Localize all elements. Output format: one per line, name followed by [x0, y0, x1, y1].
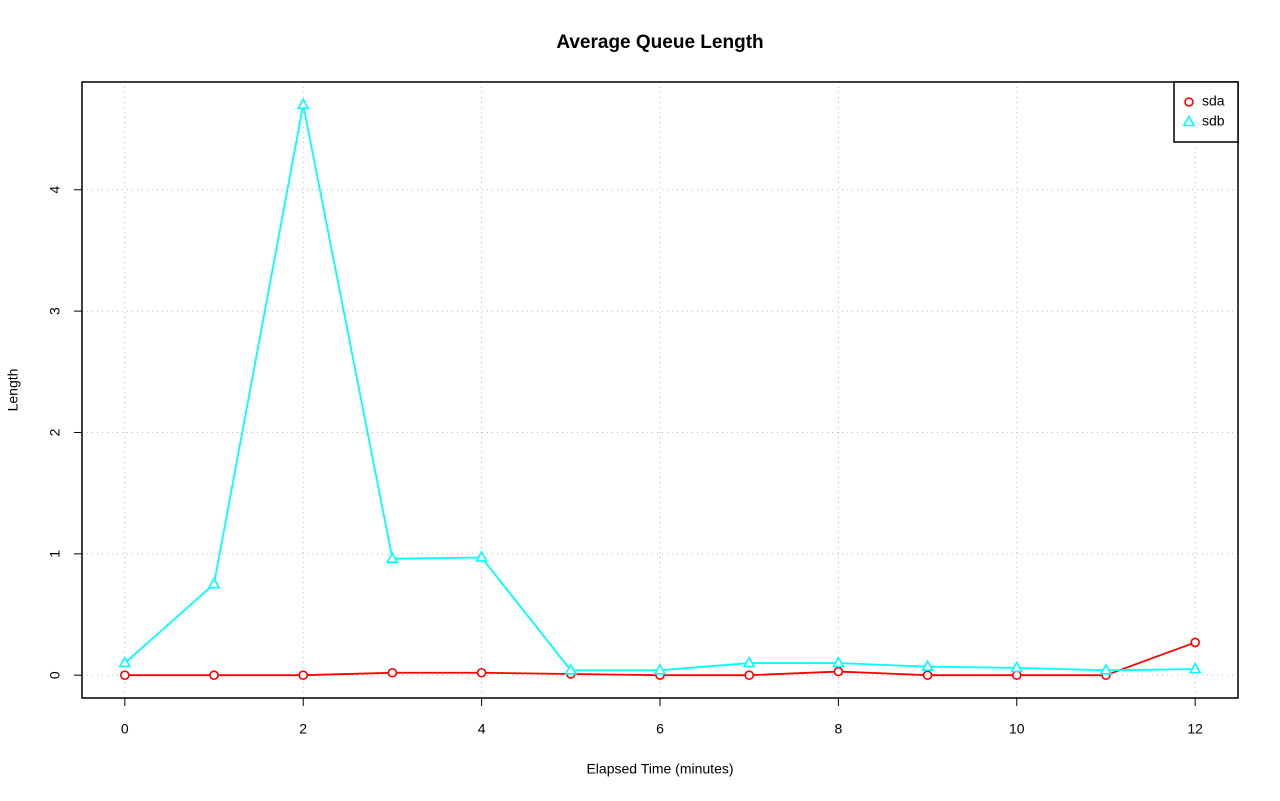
- marker: [298, 670, 309, 680]
- y-tick-label: 2: [47, 428, 63, 436]
- legend-label: sda: [1202, 93, 1225, 109]
- x-tick-label: 0: [121, 721, 129, 737]
- marker: [1188, 661, 1202, 674]
- marker: [922, 670, 933, 680]
- marker: [742, 655, 756, 668]
- marker: [1099, 663, 1113, 675]
- marker: [1010, 660, 1024, 673]
- y-tick-label: 1: [47, 550, 63, 558]
- marker: [475, 550, 488, 562]
- marker: [564, 663, 578, 675]
- legend-box: [1173, 81, 1239, 143]
- marker: [209, 670, 219, 680]
- x-tick-label: 10: [1009, 721, 1025, 737]
- legend-marker: [1184, 97, 1194, 107]
- x-tick-label: 2: [299, 721, 307, 737]
- legend: sda sdb: [1173, 81, 1239, 143]
- x-tick-label: 4: [478, 721, 486, 737]
- plot-frame: [81, 81, 1239, 699]
- x-axis-label: Elapsed Time (minutes): [586, 761, 733, 777]
- marker: [118, 655, 132, 668]
- x-tick-label: 12: [1187, 721, 1203, 737]
- marker: [296, 97, 310, 110]
- y-tick-label: 0: [47, 671, 63, 679]
- marker: [921, 659, 934, 671]
- chart-title: Average Queue Length: [556, 32, 763, 53]
- y-axis-label: Length: [5, 369, 21, 412]
- marker: [207, 577, 221, 589]
- legend-label: sdb: [1202, 113, 1225, 129]
- x-tick-label: 6: [656, 721, 664, 737]
- marker: [1011, 670, 1022, 680]
- marker: [386, 551, 399, 563]
- legend-marker: [1182, 114, 1196, 127]
- marker: [387, 667, 398, 678]
- x-tick-label: 8: [834, 721, 842, 737]
- marker: [476, 667, 487, 678]
- marker: [833, 666, 844, 677]
- y-tick-label: 3: [47, 307, 63, 315]
- marker: [653, 663, 667, 675]
- marker: [744, 670, 754, 680]
- marker: [120, 670, 130, 680]
- y-tick-label: 4: [47, 186, 63, 194]
- marker: [832, 655, 845, 668]
- marker: [1190, 637, 1200, 648]
